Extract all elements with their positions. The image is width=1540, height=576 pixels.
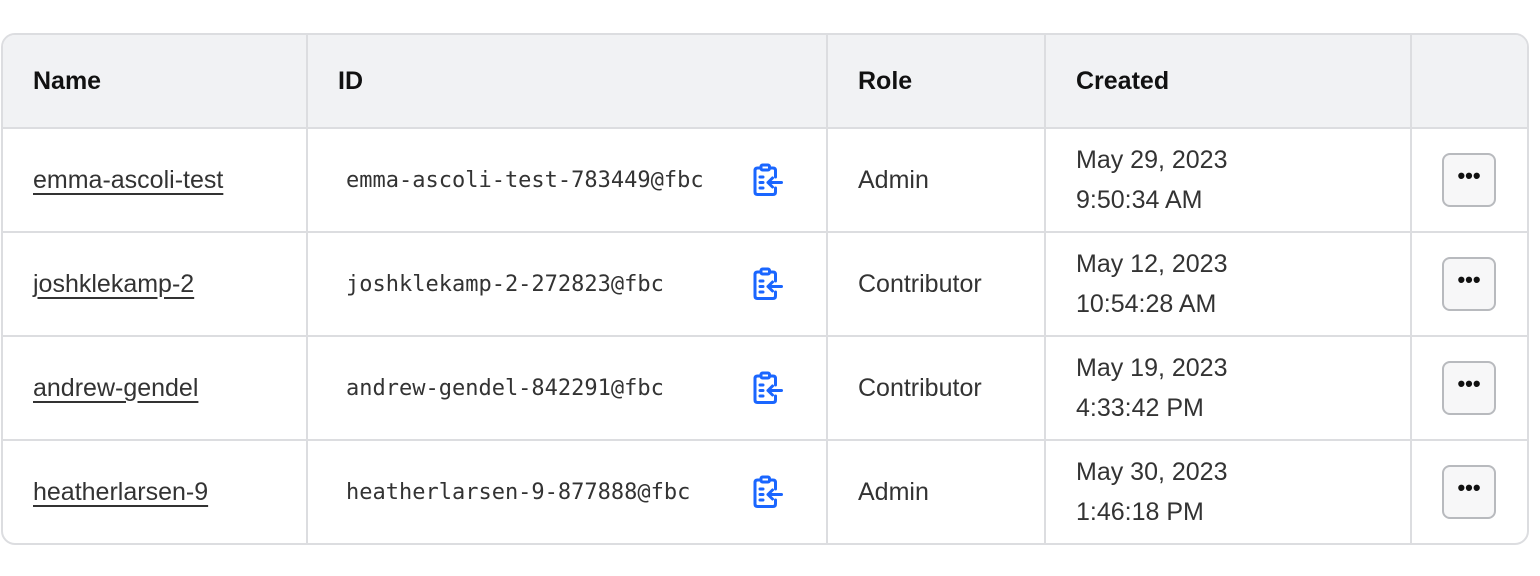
created-time: 9:50:34 AM <box>1076 186 1203 214</box>
user-role: Contributor <box>827 336 1046 441</box>
user-name-link[interactable]: andrew-gendel <box>33 373 199 402</box>
clipboard-copy-icon[interactable] <box>752 163 784 197</box>
created-time: 10:54:28 AM <box>1076 290 1217 318</box>
user-role: Admin <box>827 440 1046 543</box>
more-horizontal-icon: ••• <box>1457 267 1481 292</box>
table-row: emma-ascoli-test emma-ascoli-test-783449… <box>3 128 1527 233</box>
users-table: Name ID Role Created emma-ascoli-test em… <box>3 35 1527 543</box>
created-date: May 30, 2023 <box>1076 458 1228 486</box>
table-row: andrew-gendel andrew-gendel-842291@fbc C… <box>3 336 1527 441</box>
column-header-actions <box>1411 35 1527 129</box>
clipboard-copy-icon[interactable] <box>752 371 784 405</box>
created-date: May 19, 2023 <box>1076 354 1228 382</box>
user-id: heatherlarsen-9-877888@fbc <box>346 479 691 505</box>
table-header-row: Name ID Role Created <box>3 35 1527 129</box>
created-time: 4:33:42 PM <box>1076 394 1204 422</box>
clipboard-copy-icon[interactable] <box>752 267 784 301</box>
table-row: joshklekamp-2 joshklekamp-2-272823@fbc C… <box>3 232 1527 337</box>
more-horizontal-icon: ••• <box>1457 475 1481 500</box>
more-actions-button[interactable]: ••• <box>1442 153 1496 207</box>
column-header-name[interactable]: Name <box>3 35 308 129</box>
more-horizontal-icon: ••• <box>1457 163 1481 188</box>
user-id: joshklekamp-2-272823@fbc <box>346 271 664 297</box>
user-id: emma-ascoli-test-783449@fbc <box>346 167 704 193</box>
clipboard-copy-icon[interactable] <box>752 475 784 509</box>
column-header-created[interactable]: Created <box>1045 35 1412 129</box>
user-name-link[interactable]: emma-ascoli-test <box>33 165 224 194</box>
created-date: May 12, 2023 <box>1076 250 1228 278</box>
more-actions-button[interactable]: ••• <box>1442 257 1496 311</box>
user-name-link[interactable]: joshklekamp-2 <box>33 269 195 298</box>
more-horizontal-icon: ••• <box>1457 371 1481 396</box>
table-row: heatherlarsen-9 heatherlarsen-9-877888@f… <box>3 440 1527 543</box>
user-id: andrew-gendel-842291@fbc <box>346 375 664 401</box>
column-header-id[interactable]: ID <box>307 35 828 129</box>
more-actions-button[interactable]: ••• <box>1442 361 1496 415</box>
users-table-container: Name ID Role Created emma-ascoli-test em… <box>1 33 1529 545</box>
more-actions-button[interactable]: ••• <box>1442 465 1496 519</box>
user-name-link[interactable]: heatherlarsen-9 <box>33 477 209 506</box>
created-date: May 29, 2023 <box>1076 146 1228 174</box>
column-header-role[interactable]: Role <box>827 35 1046 129</box>
created-time: 1:46:18 PM <box>1076 498 1204 526</box>
user-role: Admin <box>827 128 1046 233</box>
user-role: Contributor <box>827 232 1046 337</box>
